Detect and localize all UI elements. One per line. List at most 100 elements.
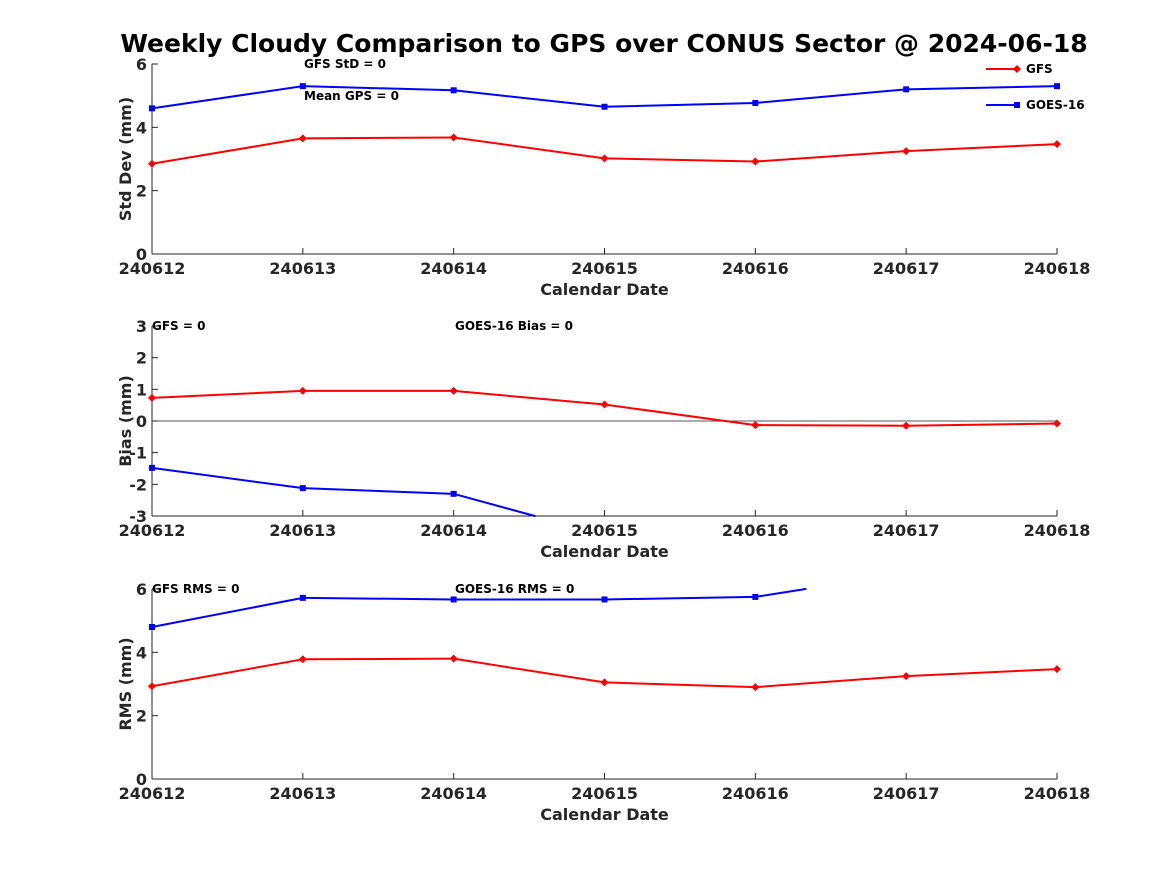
y-tick-label: 0 xyxy=(136,412,147,431)
data-point xyxy=(299,83,306,90)
panel-annotation: GFS RMS = 0 xyxy=(152,582,239,596)
series-line-segment xyxy=(452,136,606,160)
chart-title: Weekly Cloudy Comparison to GPS over CON… xyxy=(120,29,1087,58)
data-point xyxy=(298,134,307,143)
series-line-segment xyxy=(452,89,606,108)
series-goes-16 xyxy=(149,83,1060,112)
y-tick-label: -1 xyxy=(129,444,147,463)
series-line-segment xyxy=(301,596,455,601)
legend: GFS GOES-16 xyxy=(986,62,1085,112)
series-line-segment xyxy=(452,492,536,517)
data-point xyxy=(1053,140,1061,149)
panel-annotation: GFS StD = 0 xyxy=(304,57,386,71)
y-axis-label: Bias (mm) xyxy=(116,375,135,467)
y-axis-label: Std Dev (mm) xyxy=(116,97,135,221)
y-tick-label: -2 xyxy=(129,475,147,494)
data-point xyxy=(902,147,911,156)
legend-marker xyxy=(1014,102,1020,108)
y-tick-label: -3 xyxy=(129,507,147,526)
data-point xyxy=(299,485,306,492)
x-tick-label: 240615 xyxy=(571,521,638,540)
x-tick-label: 240618 xyxy=(1024,521,1091,540)
series-line-segment xyxy=(754,588,807,598)
x-tick-label: 240614 xyxy=(420,521,487,540)
series-line-segment xyxy=(905,85,1058,91)
x-tick-label: 240615 xyxy=(571,784,638,803)
y-tick-label: 6 xyxy=(136,55,147,74)
x-tick-label: 240612 xyxy=(119,259,186,278)
series-line-segment xyxy=(603,101,757,108)
series-line-segment xyxy=(905,422,1058,427)
data-point xyxy=(752,99,759,106)
data-point xyxy=(148,159,156,168)
legend-label: GFS xyxy=(1026,62,1053,76)
panel-3: 240612 240613 240614 240615 240616 240617 2406… xyxy=(116,580,1090,824)
data-point xyxy=(450,87,457,94)
data-point xyxy=(601,103,608,110)
legend-entry: GFS xyxy=(986,62,1053,76)
data-point xyxy=(600,400,609,409)
series-gfs xyxy=(148,133,1061,168)
data-point xyxy=(1053,419,1061,428)
series-line-segment xyxy=(301,136,455,140)
series-line-segment xyxy=(754,88,908,104)
x-tick-label: 240615 xyxy=(571,259,638,278)
x-axis-label: Calendar Date xyxy=(540,542,669,561)
series-line-segment xyxy=(151,389,304,399)
series-line-segment xyxy=(603,595,757,601)
data-point xyxy=(751,683,760,692)
x-axis-label: Calendar Date xyxy=(540,280,669,299)
data-point xyxy=(450,490,457,497)
y-tick-label: 0 xyxy=(136,770,147,789)
series-line-segment xyxy=(754,675,908,689)
panel-annotation: GOES-16 RMS = 0 xyxy=(455,582,574,596)
y-tick-label: 0 xyxy=(136,245,147,264)
x-tick-label: 240617 xyxy=(873,521,940,540)
data-point xyxy=(148,393,156,402)
series-line-segment xyxy=(301,487,455,495)
y-tick-label: 3 xyxy=(136,317,147,336)
series-line-segment xyxy=(151,466,304,490)
panel-1: 240612 240613 240614 240615 240616 240617 2406… xyxy=(116,55,1090,299)
data-point xyxy=(449,133,458,142)
series-line-segment xyxy=(603,157,757,163)
series-line-segment xyxy=(754,424,908,427)
data-point xyxy=(450,596,457,603)
series-gfs xyxy=(148,654,1061,692)
series-line-segment xyxy=(301,657,455,661)
x-tick-label: 240617 xyxy=(873,259,940,278)
data-point xyxy=(1054,83,1060,90)
y-tick-label: 1 xyxy=(136,380,147,399)
y-tick-label: 2 xyxy=(136,707,147,726)
series-line-segment xyxy=(452,657,606,684)
panel-annotation: Mean GPS = 0 xyxy=(304,89,399,103)
data-point xyxy=(903,86,910,93)
y-tick-label: 2 xyxy=(136,182,147,201)
data-point xyxy=(149,105,155,112)
series-gfs xyxy=(148,386,1061,430)
data-point xyxy=(449,386,458,395)
series-goes-16 xyxy=(149,464,536,517)
y-axis-label: RMS (mm) xyxy=(116,637,135,730)
legend-entry: GOES-16 xyxy=(986,98,1085,112)
data-point xyxy=(751,157,760,166)
data-point xyxy=(751,421,760,430)
series-line-segment xyxy=(603,681,757,689)
series-line-segment xyxy=(151,658,304,688)
x-tick-label: 240616 xyxy=(722,259,789,278)
data-point xyxy=(1053,665,1061,674)
series-line-segment xyxy=(151,596,304,628)
series-line-segment xyxy=(301,85,455,92)
series-line-segment xyxy=(905,668,1058,678)
data-point xyxy=(449,654,458,663)
x-axis-label: Calendar Date xyxy=(540,805,669,824)
x-tick-label: 240612 xyxy=(119,784,186,803)
data-point xyxy=(600,678,609,687)
x-tick-label: 240613 xyxy=(269,521,336,540)
y-tick-label: 4 xyxy=(136,643,147,662)
panel-annotation: GFS = 0 xyxy=(152,319,205,333)
legend-marker xyxy=(1013,65,1021,73)
legend-label: GOES-16 xyxy=(1026,98,1085,112)
series-goes-16 xyxy=(149,588,807,630)
data-point xyxy=(902,672,911,681)
